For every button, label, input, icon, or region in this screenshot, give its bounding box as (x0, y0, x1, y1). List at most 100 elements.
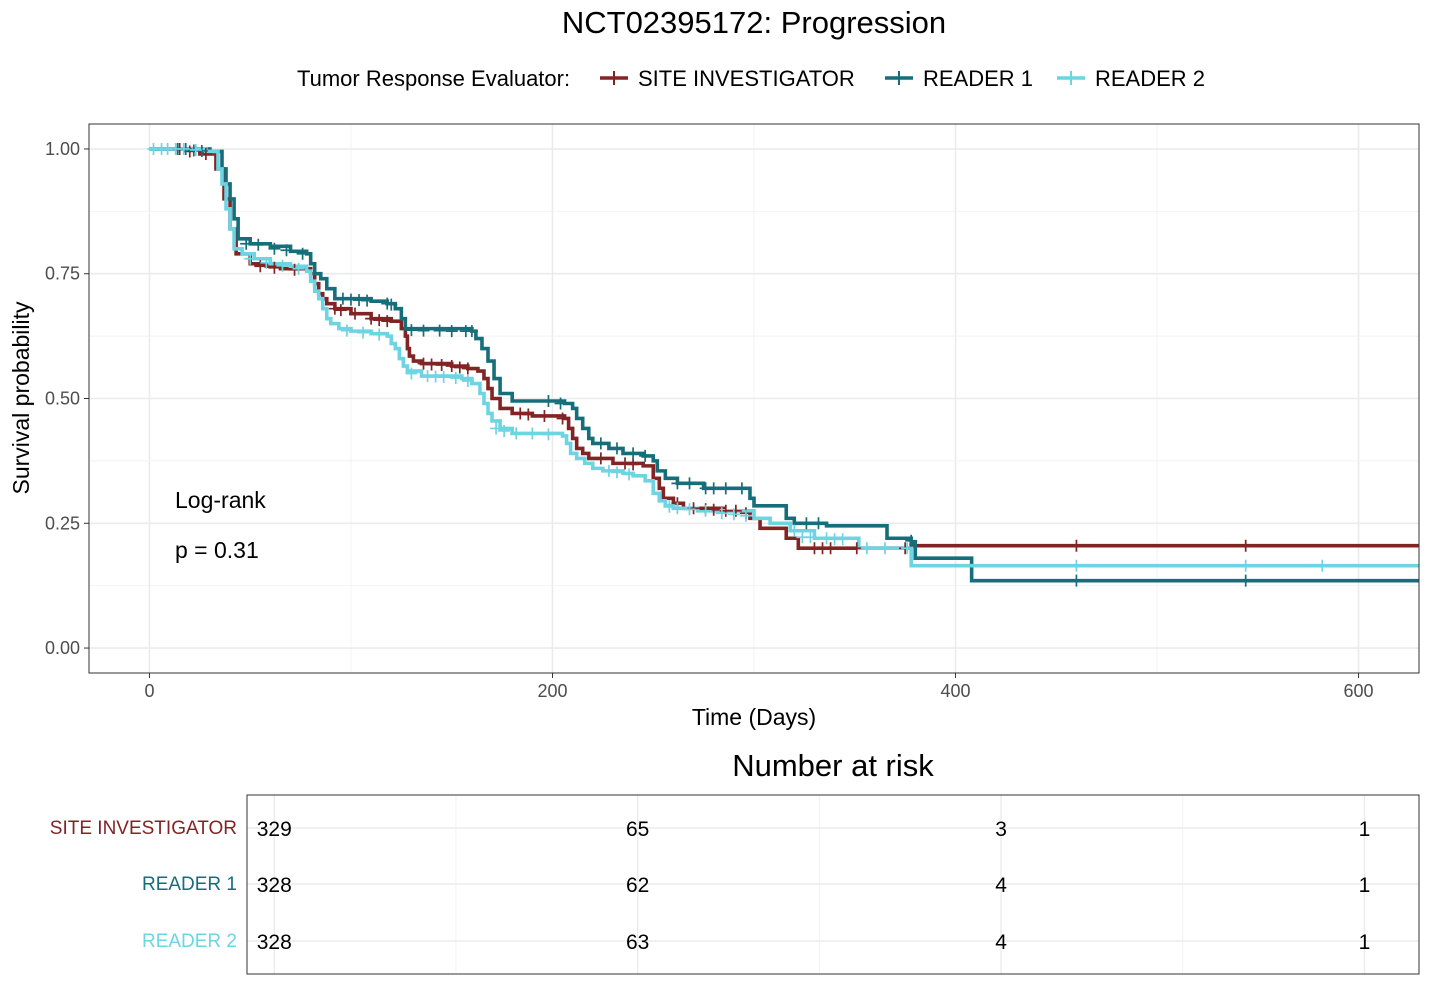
censor-mark (349, 307, 361, 320)
censor-mark (340, 324, 353, 337)
censor-mark (514, 407, 527, 420)
grid (89, 124, 1419, 673)
y-tick-label: 0.00 (45, 638, 80, 658)
censor-mark (435, 359, 448, 372)
censor-mark (683, 477, 696, 490)
censor-mark (276, 259, 289, 272)
censor-mark (177, 142, 190, 155)
censor-mark (280, 244, 293, 257)
censor-mark (373, 314, 386, 327)
censor-mark (1239, 559, 1252, 572)
censor-mark (602, 464, 615, 477)
risk-table-title: Number at risk (732, 748, 934, 783)
censor-mark (820, 532, 833, 545)
legend: Tumor Response Evaluator: SITE INVESTIGA… (297, 66, 1205, 91)
censor-mark (905, 534, 918, 547)
censor-mark (542, 428, 555, 441)
censor-marks (147, 142, 1329, 587)
censor-mark (639, 449, 652, 462)
censor-mark (683, 503, 696, 516)
y-tick-label: 0.50 (45, 389, 80, 409)
chart-title: NCT02395172: Progression (562, 5, 946, 40)
censor-mark (268, 242, 281, 255)
censor-mark (556, 412, 569, 425)
censor-mark (357, 326, 370, 339)
censor-mark (1070, 574, 1083, 587)
censor-mark (699, 504, 712, 517)
censor-mark (739, 509, 752, 522)
censor-mark (437, 371, 450, 384)
censor-mark (707, 482, 720, 495)
censor-mark (417, 324, 430, 337)
risk-table-grid (247, 795, 1419, 974)
censor-mark (824, 542, 837, 555)
censor-mark (365, 312, 378, 325)
risk-row-label: READER 2 (142, 931, 237, 952)
censor-mark (594, 437, 607, 450)
y-axis-ticks: 0.00 0.25 0.50 0.75 1.00 (45, 139, 89, 658)
censor-mark (800, 517, 813, 530)
censor-mark (465, 325, 478, 338)
censor-mark (812, 517, 825, 530)
censor-mark (804, 531, 817, 544)
censor-mark (715, 507, 728, 520)
risk-table-row-labels: SITE INVESTIGATOR READER 1 READER 2 (50, 818, 237, 952)
censor-mark (554, 397, 567, 410)
censor-mark (260, 256, 273, 269)
censor-mark (195, 144, 208, 157)
censor-mark (727, 508, 740, 521)
x-axis-ticks: 0 200 400 600 (144, 673, 1374, 701)
censor-mark (860, 542, 873, 555)
censor-mark (522, 408, 535, 421)
y-axis-title: Survival probability (8, 301, 34, 495)
risk-row-label: READER 1 (142, 874, 237, 895)
censor-mark (538, 409, 551, 422)
x-tick-label: 600 (1344, 681, 1374, 701)
censor-mark (240, 237, 253, 250)
legend-label: READER 2 (1095, 66, 1205, 91)
censor-mark (244, 252, 257, 265)
risk-table: 329 65 3 1 328 62 4 1 328 63 4 1 (246, 794, 1420, 975)
survival-curve-reader-2 (149, 147, 1419, 568)
km-plot-panel: 0.00 0.25 0.50 0.75 1.00 0 200 400 600 Log-rank… (45, 123, 1420, 701)
censor-mark (735, 482, 748, 495)
censor-mark (445, 360, 458, 373)
censor-mark (594, 452, 607, 465)
censor-mark (453, 361, 466, 374)
risk-count: 1 (1359, 874, 1371, 897)
censor-mark (901, 542, 914, 555)
censor-mark (542, 394, 555, 407)
censor-mark (1316, 559, 1329, 572)
censor-mark (627, 447, 640, 460)
censor-mark (610, 442, 623, 455)
x-axis-title: Time (Days) (692, 704, 816, 730)
x-tick-label: 0 (144, 681, 154, 701)
censor-mark (850, 542, 863, 555)
censor-mark (1239, 574, 1252, 587)
censor-mark (623, 468, 636, 481)
risk-count: 62 (626, 874, 649, 897)
risk-count: 4 (995, 874, 1007, 897)
censor-mark (619, 457, 632, 470)
censor-mark (878, 542, 891, 555)
legend-label: READER 1 (923, 66, 1033, 91)
censor-mark (296, 247, 309, 260)
risk-count: 63 (626, 931, 649, 954)
censor-mark (433, 324, 446, 337)
censor-mark (328, 302, 341, 315)
risk-table-border (246, 794, 1420, 975)
risk-count: 3 (995, 818, 1007, 841)
censor-mark (671, 502, 684, 515)
risk-count: 328 (257, 931, 292, 954)
censor-mark (381, 315, 394, 328)
censor-mark (663, 500, 676, 513)
censor-mark (189, 143, 202, 156)
risk-count: 4 (995, 931, 1007, 954)
censor-mark (461, 362, 474, 375)
censor-mark (252, 238, 265, 251)
censor-mark (1070, 559, 1083, 572)
censor-mark (490, 422, 503, 435)
censor-mark (449, 372, 462, 385)
risk-count: 65 (626, 818, 649, 841)
